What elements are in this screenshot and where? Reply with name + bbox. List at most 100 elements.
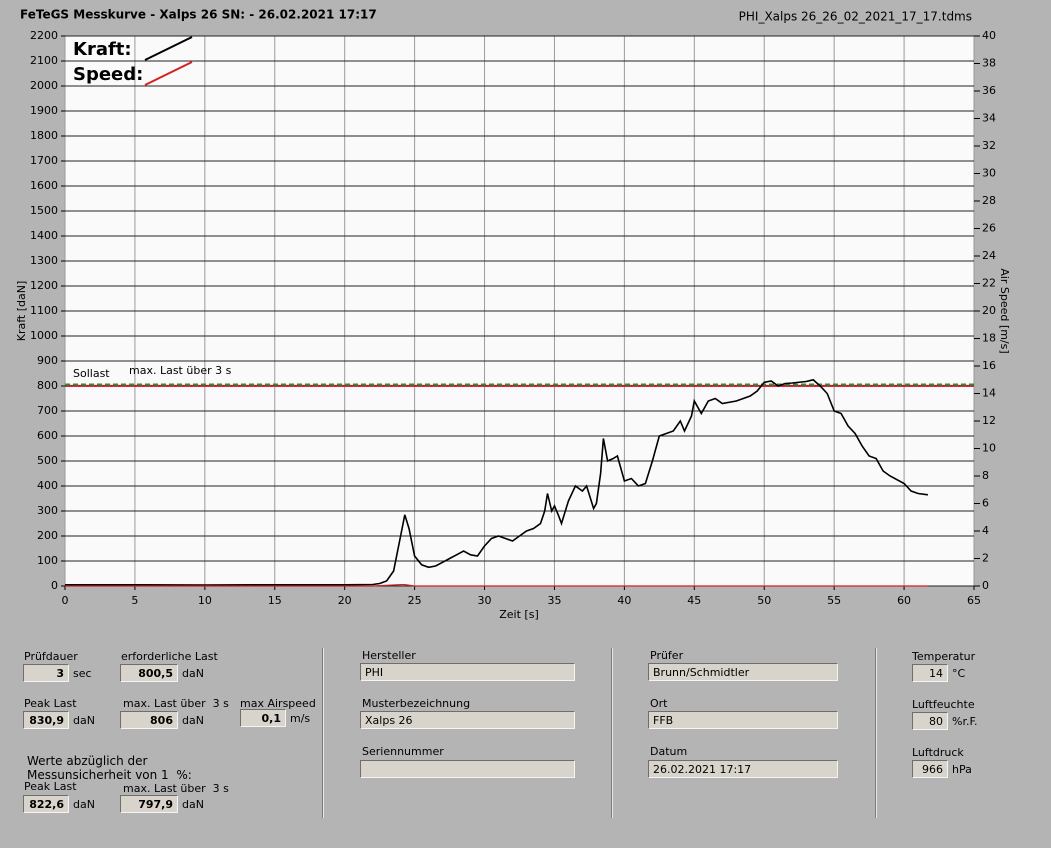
y-tick-label: 700 [37,404,58,417]
y2-tick-label: 14 [982,387,996,400]
y2-tick-label: 22 [982,277,996,290]
field-unit: daN [182,667,204,680]
y-tick-label: 1500 [30,204,58,217]
note: Werte abzüglich der [27,754,148,768]
y-tick-label: 1300 [30,254,58,267]
field-unit: sec [73,667,92,680]
y-tick-label: 100 [37,554,58,567]
y2-tick-label: 20 [982,304,996,317]
y-axis-label: Kraft [daN] [15,281,28,342]
y-tick-label: 1600 [30,179,58,192]
field-label: Peak Last [24,697,77,710]
x-tick-label: 40 [617,594,631,607]
y-tick-label: 600 [37,429,58,442]
y-tick-label: 800 [37,379,58,392]
field-unit: daN [73,714,95,727]
chart: FeTeGS Messkurve - Xalps 26 SN: - 26.02.… [15,8,1011,622]
field-value: Xalps 26 [360,711,575,729]
field-unit: %r.F. [952,715,978,728]
field-unit: daN [182,714,204,727]
note: Messunsicherheit von 1 %: [27,768,192,782]
legend-swatch [144,61,193,86]
y-tick-label: 1000 [30,329,58,342]
field-label: Prüfer [650,649,684,662]
file-name: PHI_Xalps 26_26_02_2021_17_17.tdms [739,10,972,24]
y-tick-label: 2200 [30,29,58,42]
x-tick-label: 55 [827,594,841,607]
legend-label: Speed: [73,64,143,85]
y2-tick-label: 2 [982,552,989,565]
field-label: Prüfdauer [24,650,78,663]
y-tick-label: 1400 [30,229,58,242]
field-label: max. Last über 3 s [123,697,229,710]
field-value: 797,9 [120,795,178,813]
field-label: max. Last über 3 s [123,782,229,795]
field-value: FFB [648,711,838,729]
field-value: 966 [912,760,948,778]
field-label: Ort [650,697,668,710]
x-tick-label: 65 [967,594,981,607]
y-tick-label: 2100 [30,54,58,67]
y2-axis-label: Air Speed [m/s] [998,268,1011,353]
x-tick-label: 50 [757,594,771,607]
x-tick-label: 0 [62,594,69,607]
y2-tick-label: 34 [982,112,996,125]
field-label: Hersteller [362,649,416,662]
field-unit: °C [952,667,966,680]
x-axis-label: Zeit [s] [499,608,538,621]
chart-title: FeTeGS Messkurve - Xalps 26 SN: - 26.02.… [20,8,377,22]
legend-swatch [144,36,193,61]
y2-tick-label: 10 [982,442,996,455]
field-label: erforderliche Last [121,650,218,663]
y2-tick-label: 36 [982,84,996,97]
y-tick-label: 1100 [30,304,58,317]
field-value: Brunn/Schmidtler [648,663,838,681]
field-value: 830,9 [23,711,69,729]
y2-tick-label: 0 [982,579,989,592]
data-line [65,378,929,586]
y2-tick-label: 40 [982,29,996,42]
y-tick-label: 400 [37,479,58,492]
y2-tick-label: 30 [982,167,996,180]
data-line [65,583,928,587]
x-tick-label: 60 [897,594,911,607]
field-value: 822,6 [23,795,69,813]
y-tick-label: 1800 [30,129,58,142]
y2-tick-label: 24 [982,249,996,262]
y2-tick-label: 28 [982,194,996,207]
field-value: 80 [912,712,948,730]
field-label: max Airspeed [240,697,316,710]
y-tick-label: 900 [37,354,58,367]
field-value: 0,1 [240,709,286,727]
y-tick-label: 2000 [30,79,58,92]
y2-tick-label: 38 [982,57,996,70]
y-tick-label: 200 [37,529,58,542]
y2-tick-label: 18 [982,332,996,345]
y2-tick-label: 8 [982,469,989,482]
field-label: Musterbezeichnung [362,697,471,710]
y-tick-label: 500 [37,454,58,467]
field-unit: daN [182,798,204,811]
y-tick-label: 300 [37,504,58,517]
reference-label: Sollast [73,367,110,380]
y-tick-label: 0 [51,579,58,592]
separator [875,648,877,818]
y2-tick-label: 4 [982,524,989,537]
reference-label: max. Last über 3 s [129,364,232,377]
x-tick-label: 5 [131,594,138,607]
field-label: Temperatur [912,650,976,663]
y2-tick-label: 32 [982,139,996,152]
field-label: Peak Last [24,780,77,793]
field-value: 800,5 [120,664,178,682]
field-value: PHI [360,663,575,681]
separator [611,648,613,818]
field-unit: hPa [952,763,972,776]
legend-label: Kraft: [73,39,132,60]
field-unit: daN [73,798,95,811]
y-tick-label: 1900 [30,104,58,117]
separator [322,648,324,818]
field-label: Datum [650,745,688,758]
x-tick-label: 45 [687,594,701,607]
field-value: 806 [120,711,178,729]
